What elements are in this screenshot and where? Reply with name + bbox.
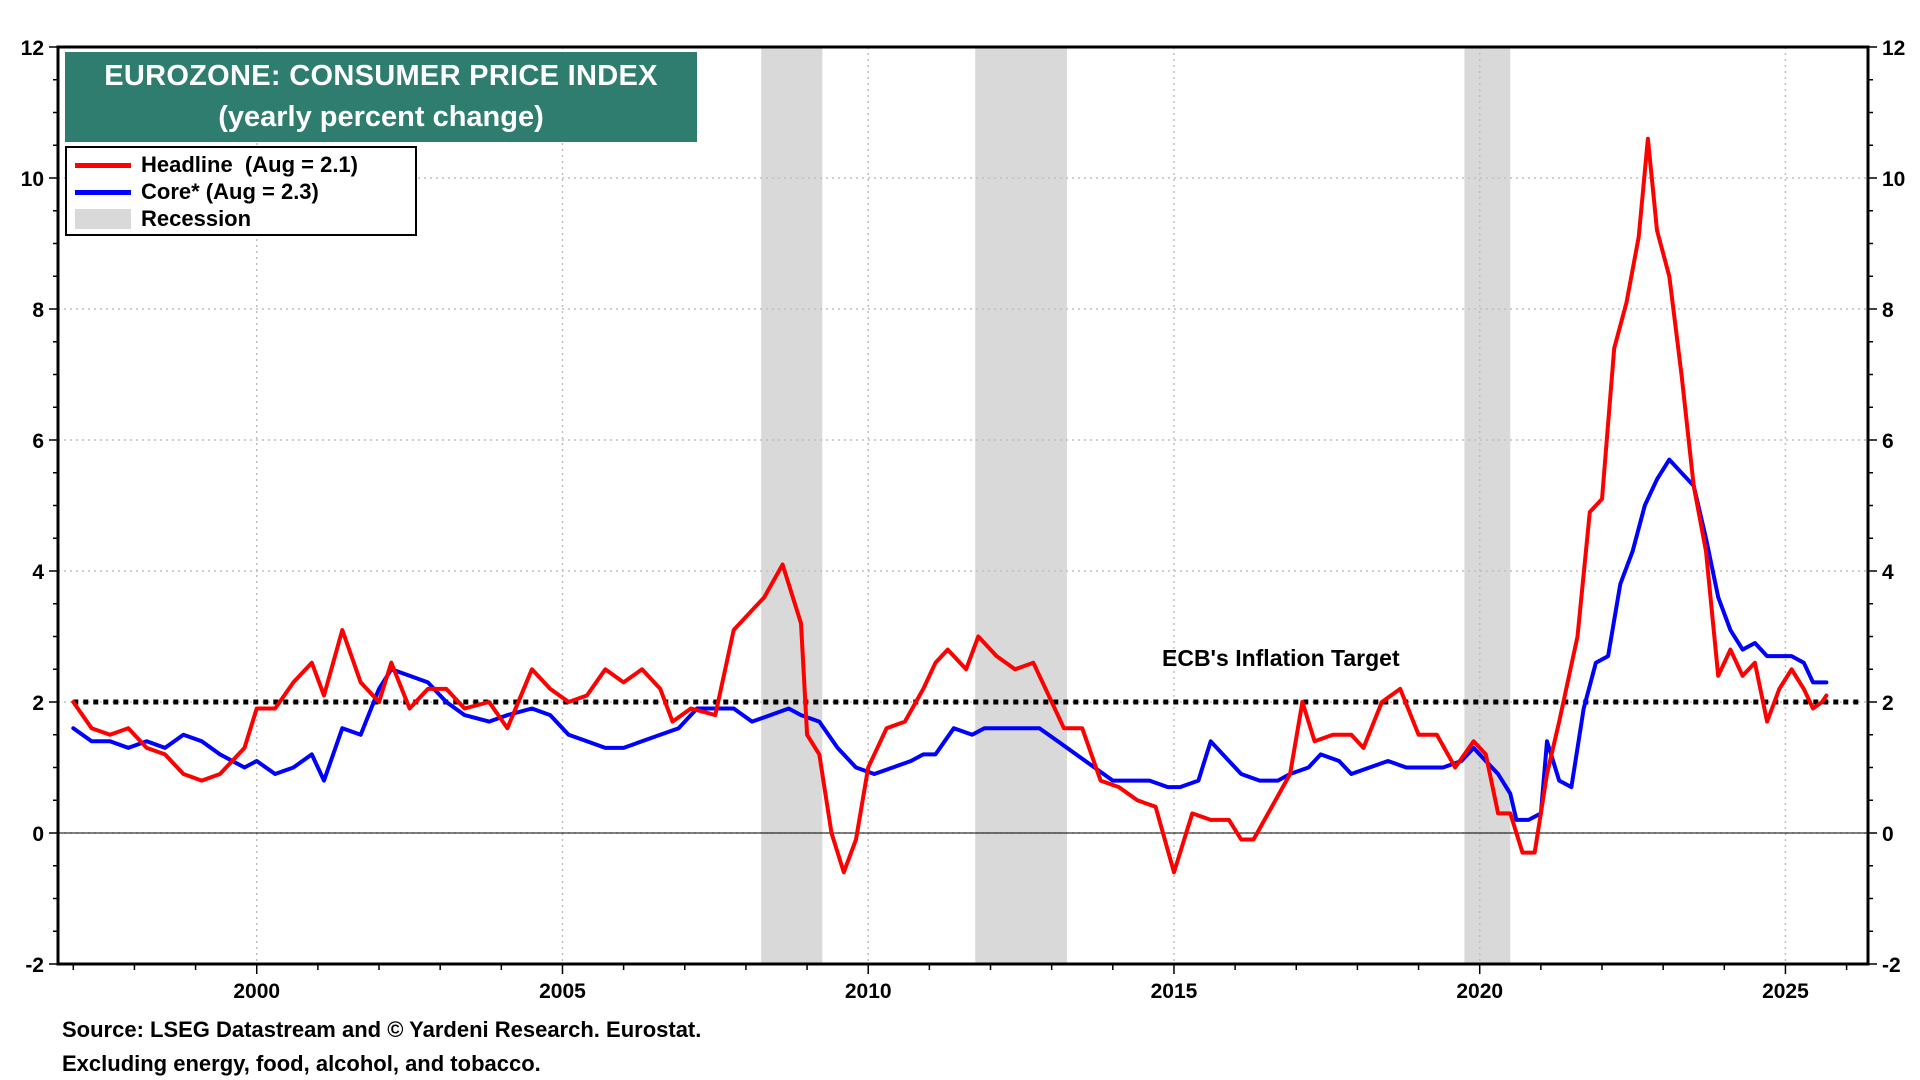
x-tick-label: 2000 [233,980,280,1003]
series-line-headline [71,136,1829,875]
y-tick-label-left: 8 [32,299,44,322]
y-tick-label-left: 4 [32,561,44,584]
y-tick-label-left: 10 [21,168,44,191]
y-tick-label-right: 12 [1882,37,1905,60]
y-tick-label-left: 6 [32,430,44,453]
legend-label-headline: Headline (Aug = 2.1) [141,152,358,177]
legend-item-headline: Headline (Aug = 2.1) [75,152,358,178]
y-tick-label-right: 0 [1882,823,1894,846]
y-tick-label-left: -2 [25,954,44,977]
x-tick-label: 2015 [1151,980,1198,1003]
series-line-core [71,457,1829,822]
x-tick-label: 2010 [845,980,892,1003]
legend: Headline (Aug = 2.1) Core* (Aug = 2.3) R… [65,146,417,236]
y-tick-label-right: 8 [1882,299,1894,322]
recession-bands [761,47,1511,964]
axes: -2 -2 0 0 2 2 4 4 6 6 8 8 10 10 12 12 2000 2005 2010 2015 20… [21,37,1906,1003]
legend-label-core: Core* (Aug = 2.3) [141,179,319,204]
legend-swatch-recession [75,209,131,229]
source-note: Source: LSEG Datastream and © Yardeni Re… [62,1017,702,1042]
y-tick-label-right: 2 [1882,692,1894,715]
y-tick-label-right: -2 [1882,954,1901,977]
recession-band [975,47,1067,964]
inflation-target-label: ECB's Inflation Target [1162,645,1400,671]
x-tick-label: 2025 [1762,980,1809,1003]
footnote: Excluding energy, food, alcohol, and tob… [62,1051,541,1076]
x-tick-label: 2020 [1456,980,1503,1003]
y-tick-label-left: 12 [21,37,44,60]
y-tick-label-left: 0 [32,823,44,846]
plot-frame [56,45,1870,966]
y-tick-label-left: 2 [32,692,44,715]
legend-swatch-headline [75,162,131,168]
chart-subtitle: (yearly percent change) [218,101,544,133]
legend-item-core: Core* (Aug = 2.3) [75,179,319,205]
y-tick-label-right: 10 [1882,168,1905,191]
recession-band [1464,47,1511,964]
legend-item-recession: Recession [75,206,251,232]
y-tick-label-right: 6 [1882,430,1894,453]
x-tick-label: 2005 [539,980,586,1003]
recession-band [761,47,823,964]
chart-title-box: EUROZONE: CONSUMER PRICE INDEX (yearly p… [65,52,697,142]
legend-swatch-core [75,189,131,195]
legend-label-recession: Recession [141,206,252,231]
y-tick-label-right: 4 [1882,561,1894,584]
data-series [71,136,1829,875]
chart-title: EUROZONE: CONSUMER PRICE INDEX [104,60,658,92]
